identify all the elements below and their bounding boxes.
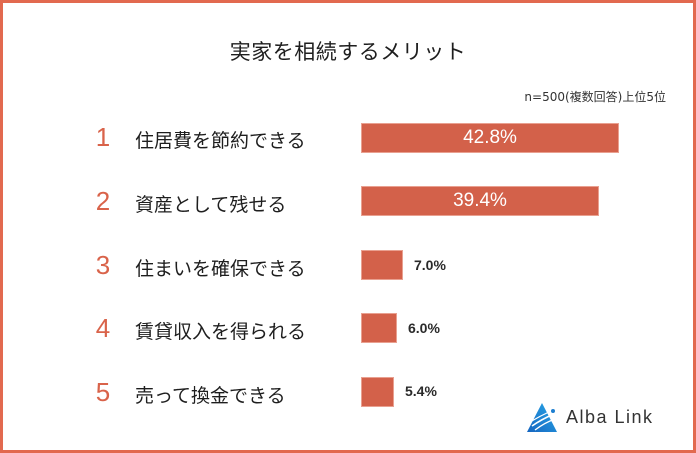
item-label: 住まいを確保できる xyxy=(135,258,306,280)
bar-2: 39.4% xyxy=(361,186,599,216)
rank-number: 5 xyxy=(95,377,111,407)
sample-note: n=500(複数回答)上位5位 xyxy=(524,90,666,104)
alba-link-triangle-icon xyxy=(527,403,557,432)
bar-4 xyxy=(361,313,397,343)
item-label: 売って換金できる xyxy=(135,385,286,407)
bar-1: 42.8% xyxy=(361,123,619,153)
rank-number: 3 xyxy=(95,250,111,280)
bar-3 xyxy=(361,250,403,280)
rank-number: 1 xyxy=(95,122,111,152)
item-label: 賃貸収入を得られる xyxy=(135,321,307,343)
bar-value: 6.0% xyxy=(408,320,440,336)
bar-value: 7.0% xyxy=(414,257,446,273)
bar-value: 42.8% xyxy=(463,127,517,148)
alba-link-logo: Alba Link xyxy=(526,402,671,434)
bar-value: 5.4% xyxy=(405,383,437,399)
bar-5 xyxy=(361,377,394,407)
item-label: 住居費を節約できる xyxy=(135,130,306,152)
chart-title: 実家を相続するメリット xyxy=(229,40,467,64)
item-label: 資産として残せる xyxy=(135,194,287,216)
logo-text: Alba Link xyxy=(566,407,654,427)
rank-number: 2 xyxy=(95,186,111,216)
bar-value: 39.4% xyxy=(453,190,507,211)
rank-number: 4 xyxy=(95,313,111,343)
